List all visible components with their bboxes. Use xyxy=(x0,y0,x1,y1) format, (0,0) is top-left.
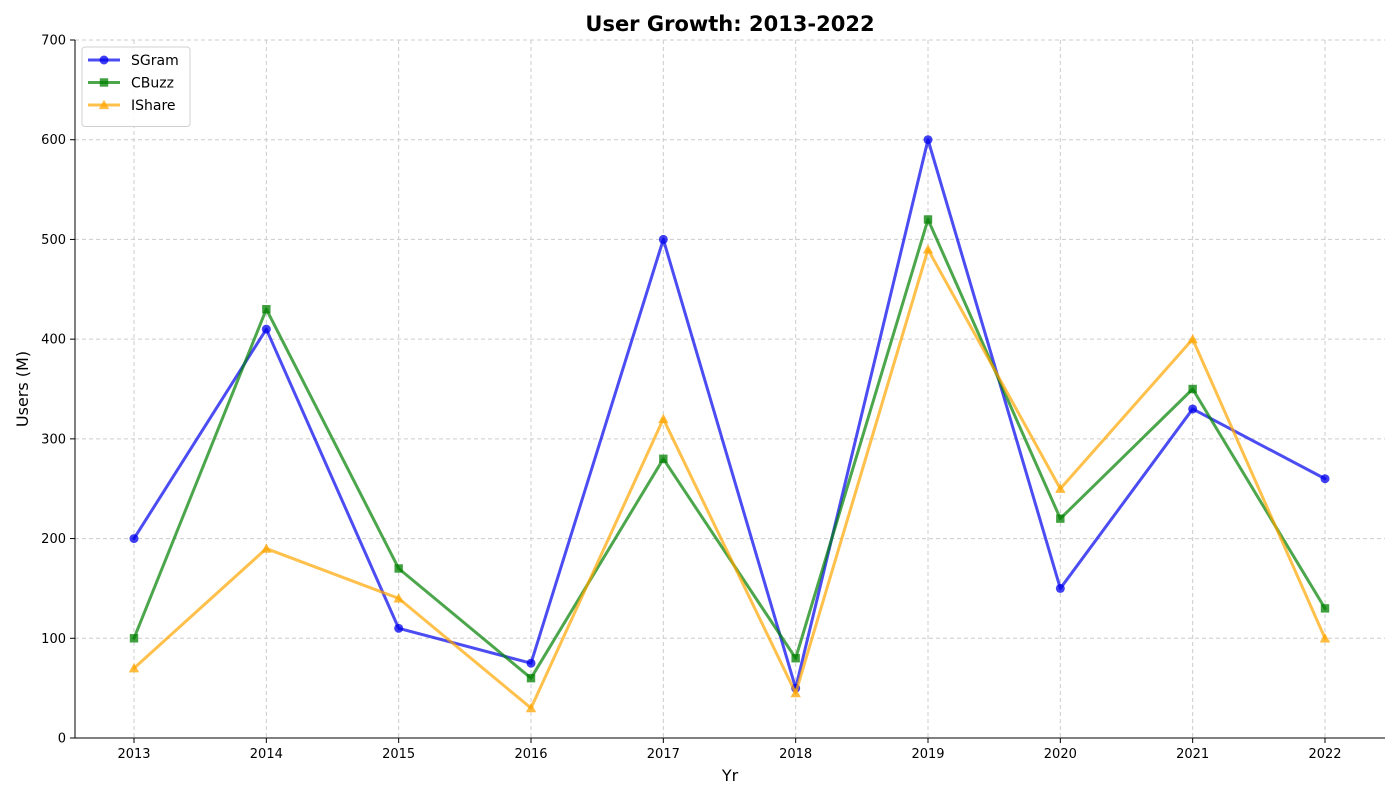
data-point xyxy=(923,215,933,224)
data-point xyxy=(262,305,271,314)
x-tick-label: 2021 xyxy=(1176,747,1209,762)
legend-frame xyxy=(81,46,191,127)
data-point xyxy=(1319,633,1331,643)
x-tick-label: 2018 xyxy=(779,747,812,762)
y-tick-label: 600 xyxy=(41,133,66,148)
y-tick-label: 0 xyxy=(58,732,66,747)
data-point xyxy=(791,654,800,663)
data-point xyxy=(261,324,271,334)
legend-entry: SGram xyxy=(88,53,179,69)
series-line xyxy=(132,247,1327,710)
x-tick-label: 2019 xyxy=(911,747,944,762)
data-point xyxy=(1320,604,1330,613)
series-layer xyxy=(128,135,1331,713)
data-point xyxy=(1188,404,1198,414)
data-point xyxy=(394,623,404,633)
axes-layer xyxy=(74,40,1385,739)
data-point xyxy=(394,564,403,573)
legend-label: CBuzz xyxy=(131,76,174,92)
series-ishare xyxy=(128,244,1331,713)
data-point xyxy=(526,658,536,668)
chart-title: User Growth: 2013-2022 xyxy=(585,12,874,36)
x-tick-label: 2016 xyxy=(514,747,547,762)
legend-marker xyxy=(99,55,109,65)
x-tick-label: 2022 xyxy=(1308,747,1341,762)
x-axis-title: Yr xyxy=(721,766,739,785)
chart-legend: SGram CBuzz IShare xyxy=(81,46,191,127)
data-point xyxy=(129,534,139,544)
data-point xyxy=(1187,333,1198,344)
y-axis-title: Users (M) xyxy=(13,351,32,427)
data-point xyxy=(1055,583,1065,593)
y-tick-label: 200 xyxy=(41,532,66,547)
series-line xyxy=(132,138,1327,690)
data-point xyxy=(658,413,669,424)
x-tick-label: 2017 xyxy=(647,747,680,762)
x-tick-label: 2014 xyxy=(250,747,283,762)
data-point xyxy=(261,543,272,553)
y-tick-label: 300 xyxy=(41,432,66,447)
y-tick-label: 100 xyxy=(41,632,66,647)
legend-entry: IShare xyxy=(88,98,176,114)
data-point xyxy=(923,135,933,145)
legend-label: SGram xyxy=(131,53,179,69)
legend-entry: CBuzz xyxy=(88,76,174,92)
data-point xyxy=(922,244,934,254)
data-point xyxy=(658,234,668,244)
grid-layer xyxy=(75,39,1385,739)
legend-marker xyxy=(99,78,109,87)
data-point xyxy=(790,687,801,698)
data-point xyxy=(129,634,139,643)
legend-label: IShare xyxy=(131,98,176,114)
data-point xyxy=(659,454,668,463)
data-point xyxy=(1320,474,1330,484)
data-point xyxy=(1056,514,1065,523)
x-tick-label: 2015 xyxy=(382,747,415,762)
x-tick-label: 2020 xyxy=(1044,747,1077,762)
y-tick-label: 400 xyxy=(41,333,66,348)
x-tick-label: 2013 xyxy=(117,747,150,762)
data-point xyxy=(525,702,537,713)
y-tick-label: 700 xyxy=(41,34,66,49)
data-point xyxy=(128,663,140,673)
data-point xyxy=(1055,483,1066,493)
ticks-layer: 0 100 200 300 400 500 600 700 2013 2014 2015 2016 20… xyxy=(41,34,1341,763)
data-point xyxy=(1188,384,1197,394)
data-point xyxy=(393,593,404,603)
y-tick-label: 500 xyxy=(41,233,66,248)
data-point xyxy=(526,673,536,683)
legend-marker xyxy=(98,99,110,110)
